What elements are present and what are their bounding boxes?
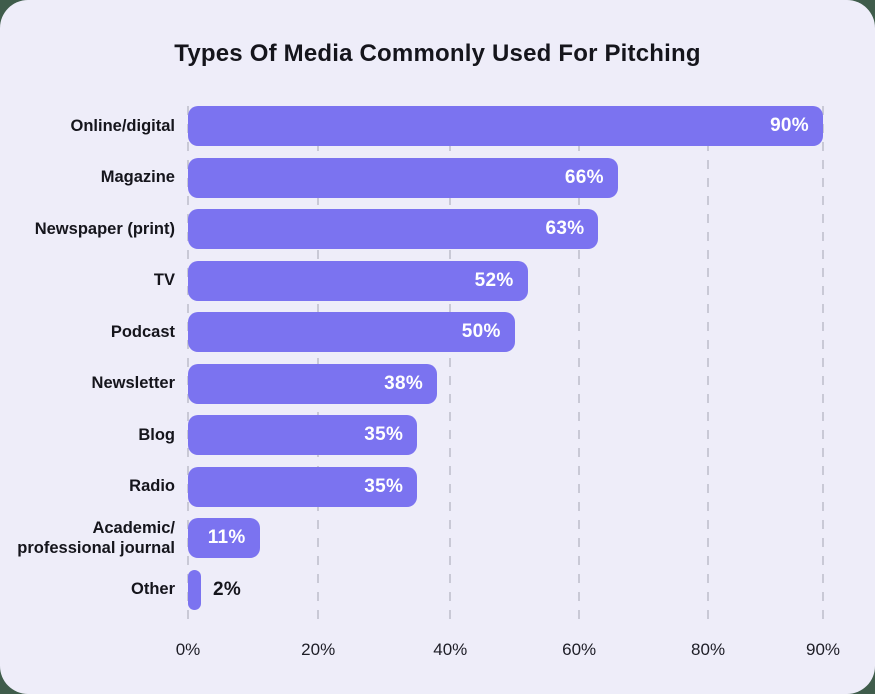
chart-row: Online/digital 90%	[0, 106, 823, 146]
x-tick-label: 40%	[433, 640, 468, 659]
value-label: 35%	[364, 475, 404, 497]
category-label: Other	[130, 580, 175, 599]
gridline	[187, 106, 189, 625]
bar: 66%	[188, 157, 618, 198]
bar-track: 63%	[188, 209, 823, 249]
value-label: 50%	[461, 321, 501, 342]
category-label: Newspaper (print)	[34, 219, 175, 238]
bar-track: 66%	[188, 157, 823, 198]
x-axis: 0% 20% 40% 60% 80% 90%	[176, 640, 840, 664]
value-label: 90%	[770, 115, 809, 136]
gridline	[707, 106, 710, 625]
value-label: 63%	[545, 218, 585, 239]
category-label: Online/digital	[70, 116, 175, 135]
chart-row: Magazine 66%	[0, 157, 823, 198]
bar-track: 38%	[188, 363, 823, 404]
chart-title: Types Of Media Commonly Used For Pitchin…	[174, 40, 701, 67]
category-label: Blog	[138, 425, 175, 444]
chart-row: Newsletter 38%	[0, 363, 823, 404]
value-label: 11%	[207, 527, 246, 548]
category-label: Podcast	[110, 322, 175, 341]
bar-track: 52%	[188, 260, 823, 301]
bar: 35%	[188, 415, 418, 455]
bar-track: 35%	[188, 415, 823, 455]
value-label: 38%	[384, 372, 424, 394]
chart-row: Other 2%	[0, 569, 823, 610]
value-label: 35%	[364, 424, 404, 445]
bar	[188, 569, 202, 610]
chart-row: Blog 35%	[0, 415, 823, 455]
category-label: Newsletter	[91, 374, 175, 393]
bar-track: 11%	[188, 518, 823, 558]
bar: 50%	[188, 312, 515, 352]
gridline	[578, 106, 581, 625]
bar: 38%	[188, 363, 438, 404]
value-label: 2%	[213, 578, 242, 600]
bar: 52%	[188, 260, 528, 301]
bar: 35%	[188, 466, 418, 507]
x-tick-label: 80%	[691, 640, 726, 659]
x-tick-label: 0%	[175, 640, 201, 659]
chart-row: Academic/ professional journal 11%	[0, 518, 823, 558]
x-tick-label: 90%	[805, 640, 841, 659]
bar: 63%	[188, 209, 599, 249]
category-label: Magazine	[100, 168, 175, 187]
chart-row: Newspaper (print) 63%	[0, 209, 823, 249]
chart-row: TV 52%	[0, 260, 823, 301]
value-label: 66%	[564, 166, 604, 188]
chart-rows: Online/digital 90% Magazine 66% Newspaper (p…	[0, 106, 823, 610]
x-tick-label: 60%	[562, 640, 597, 659]
bar-track: 50%	[188, 312, 823, 352]
bar: 11%	[188, 518, 260, 558]
bar-chart: Online/digital 90% Magazine 66% Newspaper (p…	[0, 106, 840, 659]
gridline	[449, 106, 452, 625]
value-label: 52%	[474, 269, 514, 291]
chart-row: Podcast 50%	[0, 312, 823, 352]
category-label: TV	[153, 271, 175, 290]
chart-row: Radio 35%	[0, 466, 823, 507]
bar-track: 2%	[188, 569, 823, 610]
category-label: Radio	[129, 477, 175, 496]
bar-track: 35%	[188, 466, 823, 507]
bar: 90%	[188, 106, 823, 146]
category-label: Academic/ professional journal	[17, 518, 175, 557]
x-tick-label: 20%	[301, 640, 336, 659]
bar-track: 90%	[188, 106, 823, 146]
gridline	[822, 106, 824, 625]
